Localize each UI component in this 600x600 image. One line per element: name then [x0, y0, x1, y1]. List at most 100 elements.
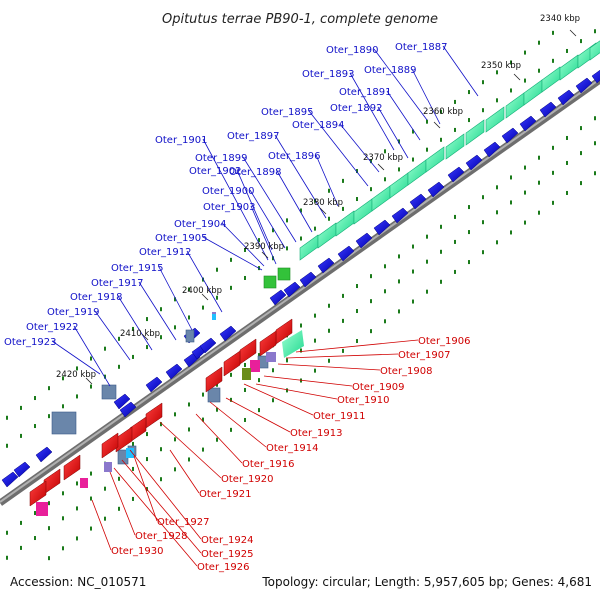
forward-gene-label-oter-1903[interactable]: Oter_1903 [203, 202, 256, 213]
position-dot [90, 384, 92, 389]
position-dot [20, 520, 22, 525]
position-dot [188, 287, 190, 292]
position-dot [286, 246, 288, 251]
forward-gene-label-oter-1890[interactable]: Oter_1890 [326, 45, 379, 56]
feature-block [425, 146, 445, 173]
feature-block [101, 384, 117, 400]
forward-gene-label-oter-1898[interactable]: Oter_1898 [229, 167, 282, 178]
forward-gene [409, 193, 427, 210]
feature-block [505, 92, 525, 119]
forward-gene-label-oter-1891[interactable]: Oter_1891 [339, 87, 392, 98]
forward-gene-leader-line [117, 295, 153, 351]
feature-block [523, 79, 543, 106]
position-dot [440, 137, 442, 142]
forward-gene [219, 325, 237, 342]
reverse-gene-label-oter-1913[interactable]: Oter_1913 [290, 428, 343, 439]
forward-gene-label-oter-1887[interactable]: Oter_1887 [395, 42, 448, 53]
reverse-gene-leader-line [109, 471, 136, 536]
reverse-gene [259, 330, 277, 357]
position-dot [496, 240, 498, 245]
position-dot [272, 256, 274, 261]
reverse-gene-label-oter-1926[interactable]: Oter_1926 [197, 562, 250, 573]
forward-gene [539, 101, 557, 118]
position-dot [216, 295, 218, 300]
reverse-gene-label-oter-1908[interactable]: Oter_1908 [380, 366, 433, 377]
position-dot [132, 466, 134, 471]
position-dot [398, 254, 400, 259]
position-dot [146, 457, 148, 462]
forward-gene-leader-line [377, 106, 409, 159]
feature-block [185, 329, 195, 343]
forward-gene-leader-line [94, 310, 131, 361]
forward-gene-label-oter-1896[interactable]: Oter_1896 [268, 151, 321, 162]
forward-gene-label-oter-1915[interactable]: Oter_1915 [111, 263, 164, 274]
reverse-gene-label-oter-1927[interactable]: Oter_1927 [157, 517, 210, 528]
forward-gene-leader-line [386, 90, 421, 141]
position-dot [440, 109, 442, 114]
reverse-gene-label-oter-1920[interactable]: Oter_1920 [221, 474, 274, 485]
forward-gene-label-oter-1893[interactable]: Oter_1893 [302, 69, 355, 80]
reverse-gene-label-oter-1928[interactable]: Oter_1928 [135, 531, 188, 542]
kbp-tick-label: 2370 kbp [363, 153, 403, 163]
forward-gene-label-oter-1905[interactable]: Oter_1905 [155, 233, 208, 244]
forward-gene-label-oter-1889[interactable]: Oter_1889 [364, 65, 417, 76]
forward-gene-label-oter-1901[interactable]: Oter_1901 [155, 135, 208, 146]
reverse-gene-label-oter-1916[interactable]: Oter_1916 [242, 459, 295, 470]
forward-gene-label-oter-1895[interactable]: Oter_1895 [261, 107, 314, 118]
feature-block [317, 222, 337, 249]
forward-gene-label-oter-1897[interactable]: Oter_1897 [227, 131, 280, 142]
forward-gene-label-oter-1892[interactable]: Oter_1892 [330, 103, 383, 114]
position-dot [454, 214, 456, 219]
position-dot [552, 145, 554, 150]
position-dot [314, 313, 316, 318]
position-dot [6, 443, 8, 448]
feature-block [242, 368, 251, 380]
forward-gene-label-oter-1912[interactable]: Oter_1912 [139, 247, 192, 258]
reverse-gene [29, 480, 47, 507]
forward-gene-label-oter-1899[interactable]: Oter_1899 [195, 153, 248, 164]
position-dot [174, 325, 176, 330]
position-dot [314, 368, 316, 373]
position-dot [524, 220, 526, 225]
reverse-gene-label-oter-1930[interactable]: Oter_1930 [111, 546, 164, 557]
reverse-gene-label-oter-1914[interactable]: Oter_1914 [266, 443, 319, 454]
reverse-gene-leader-line [225, 397, 291, 433]
position-dot [76, 481, 78, 486]
forward-gene-label-oter-1923[interactable]: Oter_1923 [4, 337, 57, 348]
feature-block [36, 502, 48, 516]
reverse-gene-label-oter-1924[interactable]: Oter_1924 [201, 535, 254, 546]
position-dot [286, 218, 288, 223]
reverse-gene-label-oter-1909[interactable]: Oter_1909 [352, 382, 405, 393]
position-dot [524, 78, 526, 83]
position-dot [272, 368, 274, 373]
position-dot [118, 506, 120, 511]
reverse-gene-label-oter-1907[interactable]: Oter_1907 [398, 350, 451, 361]
forward-gene-label-oter-1894[interactable]: Oter_1894 [292, 120, 345, 131]
position-dot [384, 319, 386, 324]
forward-gene-label-oter-1900[interactable]: Oter_1900 [202, 186, 255, 197]
reverse-gene-label-oter-1910[interactable]: Oter_1910 [337, 395, 390, 406]
position-dot [160, 335, 162, 340]
forward-gene [447, 166, 465, 183]
reverse-gene-label-oter-1906[interactable]: Oter_1906 [418, 336, 471, 347]
position-dot [146, 432, 148, 437]
forward-gene-label-oter-1922[interactable]: Oter_1922 [26, 322, 79, 333]
reverse-gene-label-oter-1925[interactable]: Oter_1925 [201, 549, 254, 560]
position-dot [230, 427, 232, 432]
position-dot [104, 516, 106, 521]
forward-gene-label-oter-1904[interactable]: Oter_1904 [174, 219, 227, 230]
reverse-gene-label-oter-1921[interactable]: Oter_1921 [199, 489, 252, 500]
forward-gene [519, 115, 537, 132]
position-dot [188, 457, 190, 462]
kbp-tick-mark [569, 29, 577, 37]
forward-gene-label-oter-1902[interactable]: Oter_1902 [189, 166, 242, 177]
position-dot [370, 299, 372, 304]
forward-gene-label-oter-1918[interactable]: Oter_1918 [70, 292, 123, 303]
position-dot [132, 441, 134, 446]
forward-gene-leader-line [138, 281, 177, 341]
forward-gene-label-oter-1917[interactable]: Oter_1917 [91, 278, 144, 289]
forward-gene-label-oter-1919[interactable]: Oter_1919 [47, 307, 100, 318]
forward-gene [501, 127, 519, 144]
reverse-gene-label-oter-1911[interactable]: Oter_1911 [313, 411, 366, 422]
